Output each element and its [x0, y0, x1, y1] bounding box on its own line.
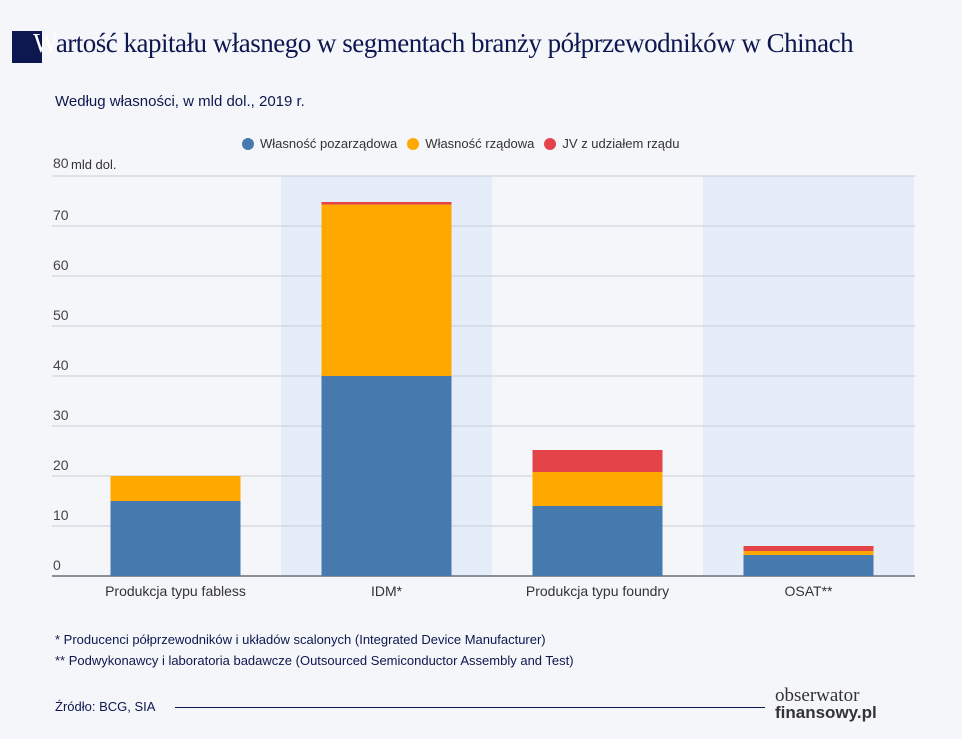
- y-tick-label: 20: [53, 457, 69, 473]
- y-tick-label: 40: [53, 357, 69, 373]
- legend-label: JV z udziałem rządu: [562, 136, 680, 151]
- x-tick-label: OSAT**: [785, 583, 834, 599]
- legend-item: Własność pozarządowa: [242, 136, 397, 151]
- y-axis-unit: mld dol.: [53, 157, 117, 172]
- y-tick-label: 10: [53, 507, 69, 523]
- bar-segment: [743, 555, 874, 576]
- y-tick-label: 50: [53, 307, 69, 323]
- title-accent: [12, 31, 42, 63]
- legend-dot: [544, 137, 557, 150]
- bar-segment: [743, 551, 874, 555]
- legend-label: Własność pozarządowa: [260, 136, 398, 151]
- bar-segment: [321, 202, 452, 205]
- legend-item: JV z udziałem rządu: [544, 136, 679, 151]
- bar-segment: [743, 546, 874, 551]
- legend-dot: [407, 137, 420, 150]
- chart-subtitle: Według własności, w mld dol., 2019 r.: [55, 93, 305, 110]
- bar-segment: [110, 476, 241, 501]
- logo-line1: obserwator: [775, 685, 860, 706]
- y-tick-label: 70: [53, 207, 69, 223]
- y-tick-label: 30: [53, 407, 69, 423]
- bar-segment: [532, 450, 663, 472]
- bar-segment: [532, 472, 663, 506]
- x-tick-label: Produkcja typu foundry: [526, 583, 669, 599]
- y-tick-label: 80: [53, 155, 69, 171]
- logo: obserwator finansowy.pl: [775, 685, 877, 722]
- y-unit-label: mld dol.: [71, 157, 117, 172]
- x-tick-label: Produkcja typu fabless: [105, 583, 246, 599]
- legend-dot: [242, 137, 254, 150]
- footnote-2: ** Podwykonawcy i laboratoria badawcze (…: [55, 653, 574, 668]
- footnote-1: * Producenci półprzewodników i układów s…: [55, 632, 546, 647]
- legend: Własność pozarządowa Własność rządowa JV…: [242, 136, 679, 151]
- title-first-letter: W: [33, 28, 56, 58]
- y-tick-label: 0: [53, 557, 61, 573]
- bar-segment: [532, 506, 663, 576]
- legend-label: Własność rządowa: [425, 136, 535, 151]
- bar-segment: [321, 204, 452, 376]
- x-tick-label: IDM*: [371, 583, 403, 599]
- plot-area: 0 10 20 30 40 50 60 70 80 Produkcja typu fabless I…: [52, 155, 915, 599]
- title-rest: artość kapitału własnego w segmentach br…: [55, 28, 854, 58]
- bar-segment: [110, 501, 241, 576]
- legend-item: Własność rządowa: [407, 136, 534, 151]
- bar-segment: [321, 376, 452, 576]
- logo-line2: finansowy.pl: [775, 703, 877, 722]
- chart-title: Wartość kapitału własnego w segmentach b…: [33, 28, 854, 59]
- source-divider: [175, 707, 765, 708]
- source: Źródło: BCG, SIA: [55, 699, 156, 714]
- y-tick-label: 60: [53, 257, 69, 273]
